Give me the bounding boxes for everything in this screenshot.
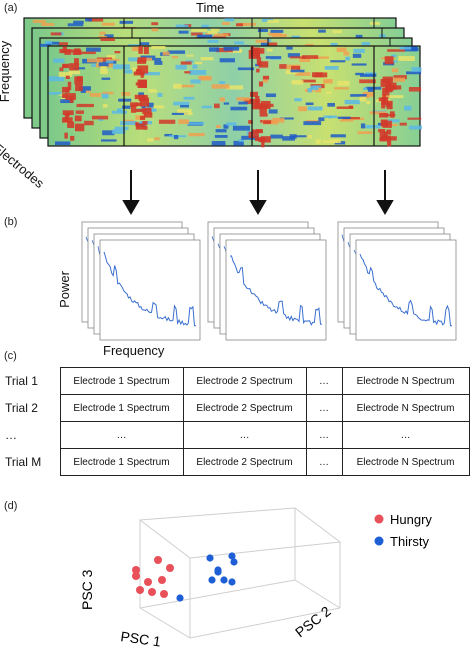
spectrum-cell: Electrode N Spectrum [341,394,470,422]
hungry-point [148,588,156,596]
spectrum-cell: … [305,367,343,395]
box-edge-bottom-left [139,607,191,639]
spectrum-frame [99,239,201,341]
hungry-point [160,590,168,598]
spectrum-cell: Electrode 2 Spectrum [182,448,307,476]
thirsty-point [228,552,236,560]
thirsty-point [206,554,214,562]
spectrum-cell: Electrode 1 Spectrum [59,448,184,476]
spectrum-cell: … [182,421,307,449]
legend-thirsty-label: Thirsty [390,534,430,549]
spectrum-stacks [81,221,457,341]
arrowhead-1 [122,200,140,215]
arrows-a-to-b [122,170,394,215]
spectrum-cell: … [305,394,343,422]
trial-label: Trial 2 [5,401,38,415]
trial-table-wrap: Trial 1 Electrode 1 Spectrum Electrode 2 S… [0,367,470,476]
legend-hungry-label: Hungry [390,512,432,527]
hungry-point [158,576,166,584]
hungry-point [132,566,140,574]
frequency-xaxis-label: Frequency [103,343,165,358]
arrowhead-2 [249,200,267,215]
panel-d-label: (d) [4,500,18,512]
table-row: Trial 1 Electrode 1 Spectrum Electrode 2 S… [4,367,470,395]
pca-scatter-3d: Hungry Thirsty PSC 3 PSC 1 PSC 2 [79,507,432,648]
thirsty-point [176,594,184,602]
trial-table: Trial 1 Electrode 1 Spectrum Electrode 2 S… [4,367,470,476]
spectrogram-layer [47,45,422,148]
psc2-axis-label: PSC 2 [292,603,334,641]
thirsty-point [220,576,228,584]
spectrum-line [359,253,452,327]
spectrogram-layers [23,17,422,148]
thirsty-point [228,578,236,586]
table-row: …………… [4,421,470,449]
spectrum-cell: … [305,421,343,449]
legend-thirsty-marker [374,536,384,546]
box-edge-bottom-back-right [294,579,341,609]
spectrum-cell: Electrode N Spectrum [341,367,470,395]
table-row: Trial M Electrode 1 Spectrum Electrode 2 S… [4,448,470,476]
spectrum-stack [337,221,457,341]
spectrum-stack [207,221,327,341]
plot-box [138,507,342,639]
box-edge-bottom-right [189,607,341,639]
table-row: Trial 2 Electrode 1 Spectrum Electrode 2 S… [4,394,470,422]
spectrum-cell: Electrode N Spectrum [341,448,470,476]
hungry-point [154,556,162,564]
spectrum-cell: Electrode 1 Spectrum [59,367,184,395]
psc3-axis-label: PSC 3 [79,569,95,610]
hungry-point [136,586,144,594]
trial-label: … [5,428,17,442]
box-top-face [138,507,342,559]
thirsty-point [230,558,238,566]
panel-b-label: (b) [4,216,18,228]
spectrum-cell: … [305,448,343,476]
spectrum-cell: Electrode 1 Spectrum [59,394,184,422]
spectrum-cell: Electrode 2 Spectrum [182,367,307,395]
spectrum-frame [355,239,457,341]
thirsty-point [214,568,222,576]
panel-a-label: (a) [4,2,18,14]
hungry-point [144,578,152,586]
time-axis-label: Time [196,0,225,15]
trial-label: Trial M [5,455,42,469]
hungry-point [132,572,140,580]
psc1-axis-label: PSC 1 [120,628,163,648]
spectrum-stack [81,221,201,341]
thirsty-point [208,576,216,584]
legend-hungry-marker [374,514,384,524]
hungry-point [166,564,174,572]
arrowhead-3 [376,200,394,215]
spectrum-line [103,251,197,327]
spectrum-frame [225,239,327,341]
spectrum-cell: Electrode 2 Spectrum [182,394,307,422]
scatter-points [132,552,238,602]
panel-c-label: (c) [4,350,17,362]
spectrum-cell: … [59,421,184,449]
spectrogram-stack [23,17,422,148]
spectrum-line [229,255,323,326]
spectrum-cell: … [341,421,470,449]
box-edge-bottom-back [139,579,296,609]
trial-label: Trial 1 [5,374,38,388]
